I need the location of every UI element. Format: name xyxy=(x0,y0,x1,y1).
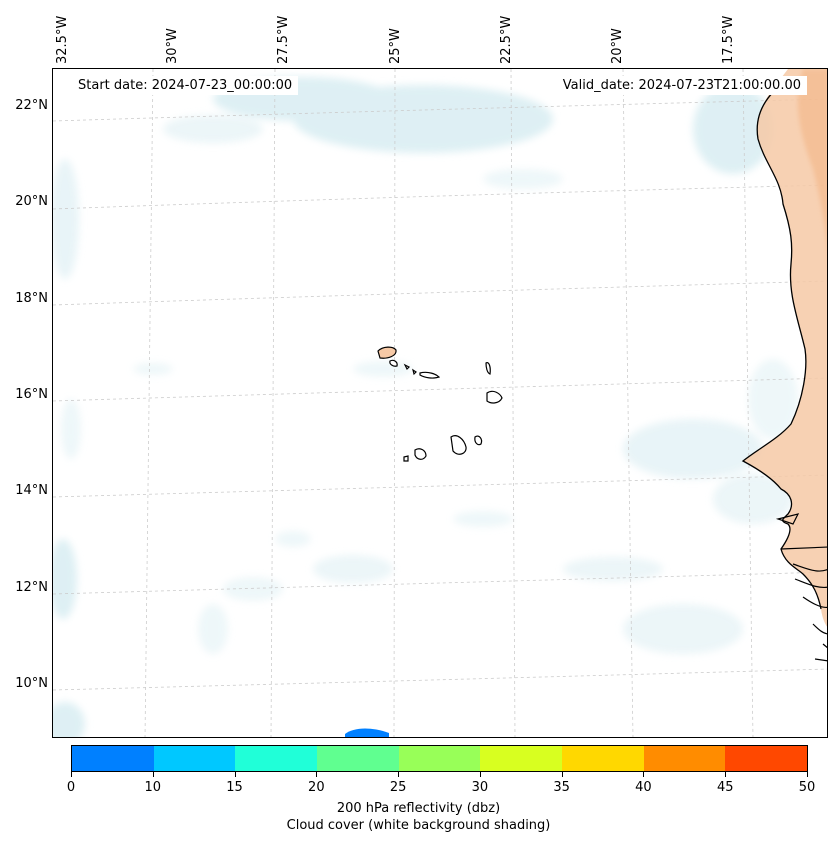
map-panel xyxy=(52,68,828,738)
colorbar-tick xyxy=(479,772,481,777)
lon-label-30w: 30°W xyxy=(165,28,180,64)
colorbar-tick-label: 15 xyxy=(226,780,243,795)
lon-label-22-5w: 22.5°W xyxy=(499,15,514,64)
lon-label-17-5w: 17.5°W xyxy=(721,15,736,64)
colorbar-tick xyxy=(234,772,236,777)
colorbar-segment xyxy=(562,746,644,771)
graticule xyxy=(53,69,827,737)
lat-label-14n: 14°N xyxy=(15,483,48,498)
colorbar-segment xyxy=(317,746,399,771)
colorbar-tick-label: 25 xyxy=(389,780,407,795)
colorbar-tick xyxy=(643,772,645,777)
valid-date-label: Valid_date: 2024-07-23T21:00:00.00 xyxy=(556,76,807,95)
colorbar-tick xyxy=(561,772,563,777)
colorbar-segment xyxy=(643,746,726,771)
colorbar-segment xyxy=(398,746,481,771)
lon-label-25w: 25°W xyxy=(388,28,403,64)
colorbar-segment xyxy=(72,746,154,771)
colorbar-tick-label: 40 xyxy=(635,780,652,795)
start-date-label: Start date: 2024-07-23_00:00:00 xyxy=(72,76,299,95)
lat-label-22n: 22°N xyxy=(15,98,48,113)
lon-label-20w: 20°W xyxy=(610,28,625,64)
lat-label-12n: 12°N xyxy=(15,580,48,595)
colorbar-tick xyxy=(152,772,154,777)
reflectivity-echo xyxy=(345,728,389,737)
lat-label-20n: 20°N xyxy=(15,194,48,209)
colorbar-segment xyxy=(480,746,563,771)
map-canvas xyxy=(53,69,827,737)
cape-verde-islands xyxy=(377,346,503,462)
colorbar-segment xyxy=(235,746,318,771)
colorbar-tick-label: 0 xyxy=(66,780,76,795)
reflectivity-colorbar xyxy=(71,745,808,772)
colorbar-tick-label: 35 xyxy=(553,780,570,795)
colorbar-segment xyxy=(725,746,808,771)
colorbar-title: 200 hPa reflectivity (dbz) xyxy=(336,801,501,816)
colorbar-tick xyxy=(71,772,72,777)
lat-label-18n: 18°N xyxy=(15,291,48,306)
colorbar-tick-label: 50 xyxy=(798,780,816,795)
cloud-cover-shading xyxy=(53,77,798,737)
west-africa-land xyxy=(743,69,827,627)
lat-label-16n: 16°N xyxy=(15,387,48,402)
colorbar-tick-label: 45 xyxy=(716,780,734,795)
lon-label-32-5w: 32.5°W xyxy=(55,15,70,64)
colorbar-tick-label: 20 xyxy=(308,780,325,795)
colorbar-tick xyxy=(316,772,318,777)
colorbar-subtitle: Cloud cover (white background shading) xyxy=(286,818,551,833)
colorbar-tick-label: 30 xyxy=(471,780,489,795)
lat-label-10n: 10°N xyxy=(15,676,48,691)
colorbar-tick-label: 10 xyxy=(144,780,162,795)
colorbar-tick xyxy=(398,772,400,777)
colorbar-segment xyxy=(153,746,236,771)
colorbar-tick xyxy=(725,772,727,777)
colorbar-tick xyxy=(807,772,808,777)
lon-label-27-5w: 27.5°W xyxy=(276,15,291,64)
